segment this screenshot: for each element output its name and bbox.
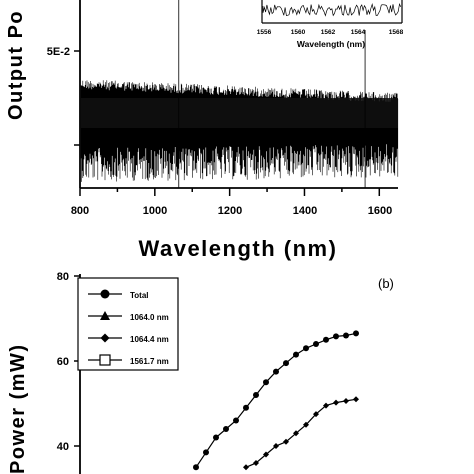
series-1064-4-point <box>333 399 339 406</box>
legend-diamond-marker <box>100 333 110 343</box>
panel-a-noise-path <box>80 80 399 182</box>
series-total-point <box>223 426 229 432</box>
series-1064-4-point <box>353 396 359 403</box>
series-1064-4-point <box>253 460 259 466</box>
series-total-point <box>243 404 249 411</box>
legend-circle-marker <box>100 289 110 299</box>
series-total-point <box>323 336 329 343</box>
panel-b-label: (b) <box>378 276 394 291</box>
panel-b-series <box>193 330 359 471</box>
legend-triangle-marker <box>100 311 110 320</box>
inset-x-tick-label: 1564 <box>351 29 366 36</box>
panel-a-x-ticks <box>79 188 381 196</box>
series-total-point <box>283 360 289 367</box>
panel-b: 80 60 40 Power (mW) (b) Total 1064.0 nm … <box>7 271 394 474</box>
legend-label-1064-0: 1064.0 nm <box>130 313 169 322</box>
panel-a-inset: 1556 1560 1562 1564 1568 Wavelength (nm) <box>255 0 404 49</box>
legend-square-marker <box>99 354 111 366</box>
panel-b-y-axis-label: Power (mW) <box>7 343 29 474</box>
panel-a-x-tick-label: 1200 <box>218 205 242 217</box>
series-total-point <box>333 333 339 340</box>
panel-a-noise-core <box>81 98 398 128</box>
panel-b-y-tick-label: 40 <box>57 441 69 453</box>
series-1064-4-point <box>343 397 349 404</box>
panel-a-x-tick-label: 1600 <box>368 205 392 217</box>
inset-x-tick-label: 1556 <box>257 29 272 36</box>
series-1064-4-point <box>273 443 279 449</box>
inset-noise-path <box>262 2 402 17</box>
series-total-point <box>203 449 209 456</box>
series-1064-4-point <box>303 421 309 428</box>
series-1064-4-point <box>263 451 269 458</box>
panel-a-x-axis-label: Wavelength (nm) <box>139 236 338 261</box>
series-1064-4-point <box>313 411 319 418</box>
legend-label-total: Total <box>130 291 149 300</box>
legend-rows <box>88 289 122 366</box>
panel-a-y-axis-label: Output Po <box>5 10 27 120</box>
panel-a-x-tick-label: 800 <box>71 205 89 217</box>
series-1064-4-point <box>243 464 249 471</box>
series-1064-4-point <box>293 430 299 437</box>
inset-frame <box>255 0 397 30</box>
series-total-point <box>263 379 269 386</box>
inset-x-tick-label: 1560 <box>291 29 306 36</box>
series-total-point <box>213 434 219 441</box>
legend-label-1064-4: 1064.4 nm <box>130 335 169 344</box>
panel-a-noise-trace <box>80 80 399 182</box>
series-1064-4-point <box>323 402 329 409</box>
series-total-point <box>343 332 349 339</box>
series-1064-4-point <box>283 438 289 445</box>
inset-x-tick-label: 1562 <box>321 29 336 36</box>
panel-a-spikes <box>178 0 366 188</box>
legend-box <box>77 277 179 371</box>
panel-a-y-tick-label: 5E-2 <box>47 46 70 58</box>
panel-b-legend: Total 1064.0 nm 1064.4 nm 1561.7 nm <box>77 277 179 371</box>
panel-b-y-tick-label: 80 <box>57 271 69 283</box>
legend-label-1561-7: 1561.7 nm <box>130 357 169 366</box>
series-total-point <box>193 464 199 471</box>
series-total-point <box>313 341 319 347</box>
panel-b-y-tick-label: 60 <box>57 356 69 368</box>
series-1064-4-line <box>245 398 357 468</box>
inset-x-axis-label: Wavelength (nm) <box>297 39 365 49</box>
series-total-point <box>273 368 279 375</box>
series-total-point <box>353 330 359 337</box>
inset-x-tick-label: 1568 <box>389 29 404 36</box>
panel-a-x-tick-label: 1400 <box>293 205 317 217</box>
panel-a: 5E-2 800 1000 1200 1400 1600 Wavelength … <box>5 0 404 261</box>
series-total-point <box>233 417 239 424</box>
series-total-point <box>303 345 309 352</box>
series-total-point <box>293 351 299 358</box>
panel-a-x-tick-label: 1000 <box>143 205 167 217</box>
series-total-point <box>253 392 259 398</box>
inset-noise-trace <box>262 2 402 17</box>
